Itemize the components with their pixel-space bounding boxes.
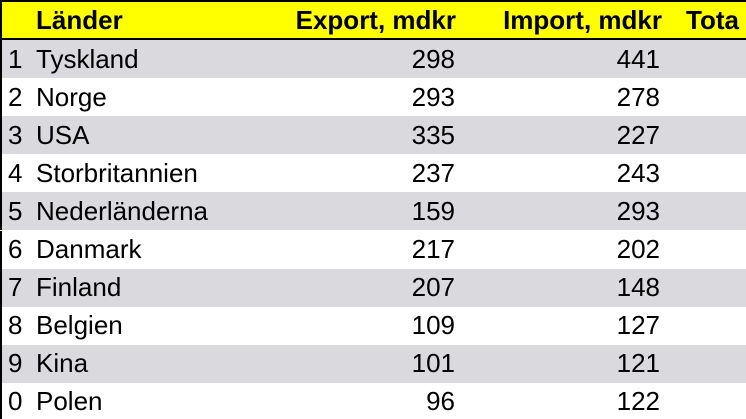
header-cell: Export, mdkr — [295, 4, 456, 35]
country: Kina — [36, 348, 89, 379]
rank: 4 — [8, 157, 23, 188]
export: 159 — [411, 195, 455, 226]
rank: 0 — [8, 386, 23, 417]
table-row: 8 Belgien 109 127 — [0, 306, 746, 345]
header-cell: Länder — [36, 4, 123, 35]
header-row: Länder Export, mdkr Import, mdkr Tota — [0, 0, 746, 40]
import: 121 — [616, 348, 660, 379]
export: 217 — [411, 234, 455, 265]
rank: 1 — [8, 43, 23, 74]
import: 293 — [616, 195, 660, 226]
export: 101 — [411, 348, 455, 379]
export: 298 — [411, 43, 455, 74]
import: 441 — [616, 43, 660, 74]
table-row: 4 Storbritannien 237 243 — [0, 154, 746, 193]
country: USA — [36, 119, 90, 150]
import: 227 — [616, 119, 660, 150]
rank: 9 — [8, 348, 23, 379]
rank: 3 — [8, 119, 23, 150]
table-row: 5 Nederländerna 159 293 — [0, 192, 746, 231]
rank: 2 — [8, 81, 23, 112]
header-cell: Import, mdkr — [503, 4, 662, 35]
import: 148 — [616, 272, 660, 303]
country: Storbritannien — [36, 157, 198, 188]
import: 243 — [616, 157, 660, 188]
rank: 6 — [8, 234, 23, 265]
table-row: 3 USA 335 227 — [0, 116, 746, 155]
table-row: 9 Kina 101 121 — [0, 344, 746, 383]
country: Norge — [36, 81, 107, 112]
export: 96 — [426, 386, 455, 417]
export: 109 — [411, 310, 455, 341]
export: 293 — [411, 81, 455, 112]
table-row: 1 Tyskland 298 441 — [0, 40, 746, 79]
country: Belgien — [36, 310, 123, 341]
import: 278 — [616, 81, 660, 112]
rank: 7 — [8, 272, 23, 303]
export: 207 — [411, 272, 455, 303]
country: Polen — [36, 386, 103, 417]
import: 122 — [616, 386, 660, 417]
export: 237 — [411, 157, 455, 188]
table-row: 6 Danmark 217 202 — [0, 230, 746, 269]
table-row: 7 Finland 207 148 — [0, 268, 746, 307]
rank: 5 — [8, 195, 23, 226]
country: Nederländerna — [36, 195, 209, 226]
import: 202 — [616, 234, 660, 265]
table-row: 0 Polen 96 122 — [0, 382, 746, 419]
country: Danmark — [36, 234, 142, 265]
rank: 8 — [8, 310, 23, 341]
table-row: 2 Norge 293 278 — [0, 78, 746, 117]
import: 127 — [616, 310, 660, 341]
country: Finland — [36, 272, 122, 303]
export: 335 — [411, 119, 455, 150]
country: Tyskland — [36, 43, 139, 74]
header-cell: Tota — [686, 4, 739, 35]
